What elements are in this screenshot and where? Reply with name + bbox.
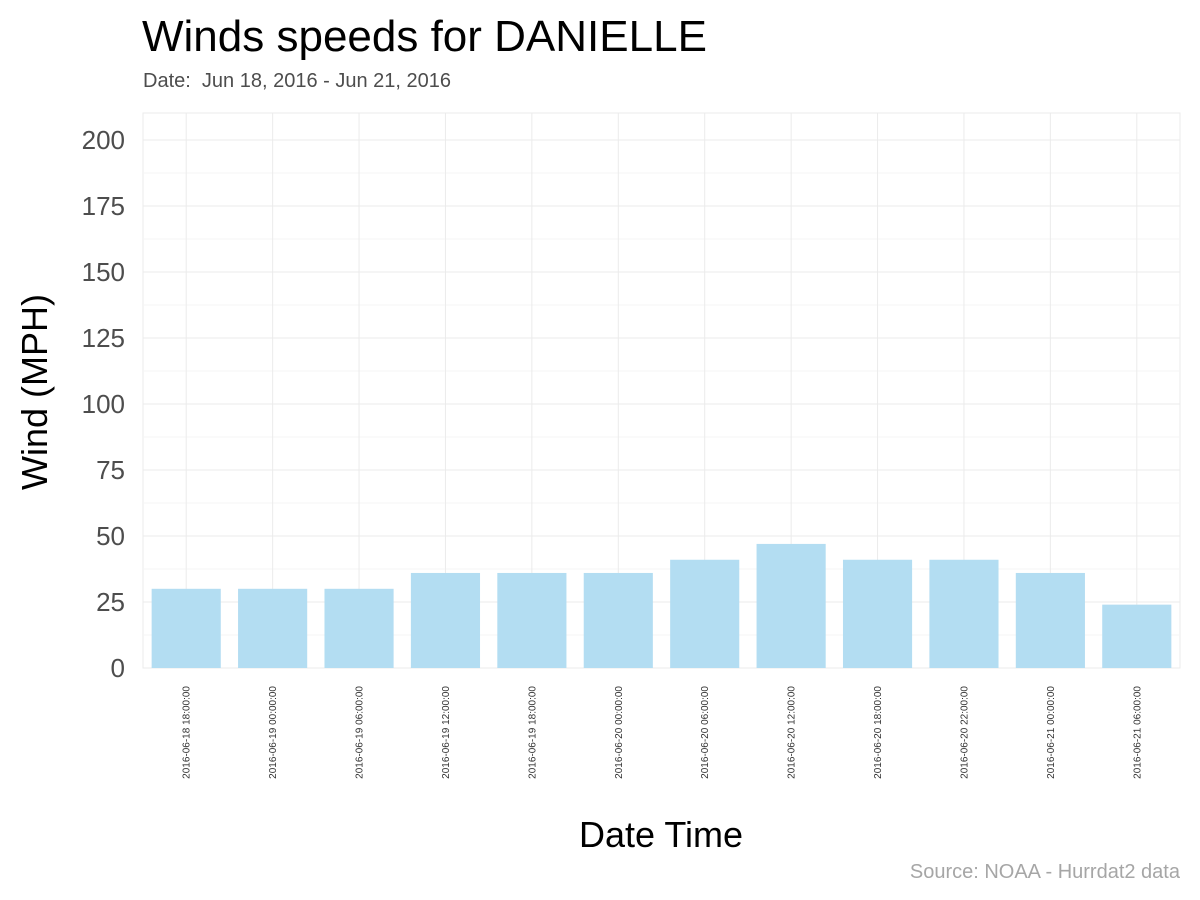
source-caption: Source: NOAA - Hurrdat2 data (909, 861, 1180, 883)
y-tick-label: 150 (82, 257, 125, 287)
x-tick-label: 2016-06-19 06:00:00 (355, 686, 366, 779)
bar (497, 572, 567, 668)
bar (842, 559, 913, 668)
bar (410, 572, 481, 668)
y-axis-title: Wind (MPH) (14, 294, 55, 490)
x-tick-label: 2016-06-21 06:00:00 (1132, 686, 1143, 779)
x-tick-label: 2016-06-20 18:00:00 (873, 686, 884, 779)
bar (324, 588, 394, 668)
x-tick-label: 2016-06-20 12:00:00 (787, 686, 798, 779)
y-tick-label: 125 (82, 323, 125, 353)
x-tick-label: 2016-06-18 18:00:00 (182, 686, 193, 779)
x-tick-label: 2016-06-20 22:00:00 (959, 686, 970, 779)
bar (1015, 572, 1085, 668)
x-tick-label: 2016-06-19 00:00:00 (268, 686, 279, 779)
chart-subtitle: Date: Jun 18, 2016 - Jun 21, 2016 (143, 70, 451, 92)
y-tick-label: 25 (96, 587, 125, 617)
y-tick-label: 0 (111, 653, 125, 683)
bar (670, 559, 740, 668)
y-tick-label: 50 (96, 521, 125, 551)
y-tick-label: 100 (82, 389, 125, 419)
y-axis-ticks: 0 25 50 75 100 125 150 175 200 (82, 125, 125, 683)
bar (929, 559, 999, 668)
x-axis-title: Date Time (579, 814, 743, 855)
chart-title: Winds speeds for DANIELLE (142, 12, 707, 61)
x-axis-ticks: 2016-06-18 18:00:00 2016-06-19 00:00:00 20… (182, 686, 1144, 779)
x-tick-label: 2016-06-19 12:00:00 (441, 686, 452, 779)
y-tick-label: 200 (82, 125, 125, 155)
bar (151, 588, 221, 668)
x-tick-label: 2016-06-20 06:00:00 (700, 686, 711, 779)
x-tick-label: 2016-06-21 00:00:00 (1046, 686, 1057, 779)
y-tick-label: 175 (82, 191, 125, 221)
bars-group (151, 543, 1172, 668)
bar (756, 543, 826, 668)
x-tick-label: 2016-06-20 00:00:00 (614, 686, 625, 779)
grid-lines (143, 113, 1180, 669)
x-tick-label: 2016-06-19 18:00:00 (527, 686, 538, 779)
bar (238, 588, 308, 668)
y-tick-label: 75 (96, 455, 125, 485)
bar (1102, 604, 1172, 668)
bar (583, 572, 653, 668)
